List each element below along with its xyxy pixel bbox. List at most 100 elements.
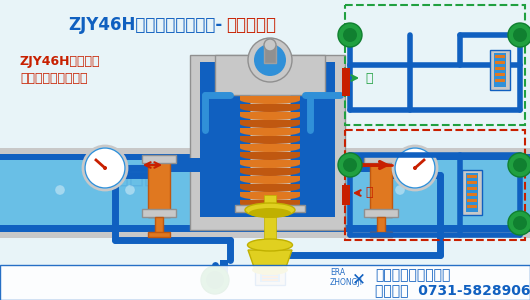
Bar (466, 173, 478, 212)
Ellipse shape (240, 200, 300, 208)
Circle shape (206, 271, 224, 289)
Ellipse shape (240, 176, 300, 184)
Circle shape (513, 28, 527, 42)
Bar (262, 276, 278, 278)
Ellipse shape (240, 136, 300, 144)
Text: ERA
ZHONGJI: ERA ZHONGJI (330, 268, 363, 287)
Bar (190, 55, 345, 230)
Ellipse shape (240, 152, 300, 160)
Circle shape (85, 148, 125, 188)
Bar (240, 120, 300, 124)
Bar (260, 268, 280, 282)
Text: 时代中基: 时代中基 (100, 163, 160, 187)
Bar (220, 260, 228, 282)
Bar (240, 176, 300, 180)
Circle shape (83, 146, 127, 190)
Bar (264, 195, 276, 270)
Bar (0, 148, 530, 238)
Circle shape (513, 216, 527, 230)
Circle shape (343, 28, 357, 42)
Ellipse shape (252, 265, 288, 275)
Text: ZJY46H型减压阀工作原理-: ZJY46H型减压阀工作原理- (68, 16, 222, 34)
Bar (262, 270, 278, 272)
Circle shape (103, 166, 107, 170)
Bar (148, 157, 170, 217)
Text: 时代中基  0731-58289061: 时代中基 0731-58289061 (375, 283, 530, 297)
Bar (467, 187, 477, 190)
Polygon shape (248, 250, 292, 270)
Ellipse shape (240, 160, 300, 168)
Circle shape (343, 158, 357, 172)
Ellipse shape (240, 120, 300, 128)
Bar (264, 45, 276, 63)
Bar (467, 181, 477, 184)
Bar (370, 157, 392, 217)
Ellipse shape (240, 184, 300, 192)
Bar (250, 95, 290, 205)
Circle shape (338, 23, 362, 47)
Bar (467, 175, 477, 178)
Bar (255, 265, 285, 285)
Bar (235, 205, 305, 212)
Circle shape (395, 185, 405, 195)
Bar (0, 160, 530, 225)
Bar (0, 154, 530, 232)
Bar (340, 158, 377, 172)
Ellipse shape (240, 128, 300, 136)
Bar (240, 192, 300, 196)
Text: 双反馈切换: 双反馈切换 (226, 16, 276, 34)
Bar (342, 68, 350, 96)
Bar (467, 199, 477, 202)
Bar (467, 193, 477, 196)
Ellipse shape (240, 112, 300, 120)
Bar (240, 104, 300, 108)
Bar (163, 158, 200, 172)
Bar (240, 184, 300, 188)
Circle shape (413, 166, 417, 170)
Ellipse shape (240, 96, 300, 104)
Text: ✕: ✕ (352, 270, 366, 288)
Ellipse shape (240, 144, 300, 152)
Bar (495, 79, 505, 82)
Ellipse shape (240, 104, 300, 112)
Circle shape (513, 158, 527, 172)
Bar (148, 232, 170, 237)
Ellipse shape (240, 168, 300, 176)
Bar (262, 279, 278, 281)
Bar (240, 136, 300, 140)
Bar (495, 55, 505, 58)
Text: 中压站液压制造有限公司: 中压站液压制造有限公司 (219, 148, 301, 161)
Text: 开: 开 (365, 71, 373, 85)
Bar (240, 152, 300, 156)
Bar (495, 67, 505, 70)
Bar (215, 55, 325, 95)
Bar (345, 130, 525, 240)
Bar (200, 62, 335, 217)
Bar (155, 217, 163, 235)
Circle shape (465, 185, 475, 195)
Text: 采用双反馈控制系统: 采用双反馈控制系统 (20, 72, 87, 85)
Circle shape (125, 185, 135, 195)
Bar (142, 155, 176, 163)
Bar (377, 217, 385, 235)
Bar (364, 209, 398, 217)
Ellipse shape (249, 208, 291, 218)
Text: 自流减压，一阀搞定: 自流减压，一阀搞定 (375, 268, 450, 282)
Bar (342, 185, 350, 205)
Circle shape (508, 211, 530, 235)
Circle shape (248, 38, 292, 82)
Bar (490, 50, 510, 90)
Text: ZJY46H型减压阀: ZJY46H型减压阀 (20, 55, 101, 68)
Bar (240, 96, 300, 100)
Circle shape (315, 185, 325, 195)
Ellipse shape (248, 239, 293, 251)
Bar (370, 232, 392, 237)
Circle shape (55, 185, 65, 195)
Bar (364, 155, 398, 163)
Ellipse shape (240, 192, 300, 200)
Bar (240, 200, 300, 204)
Bar (240, 112, 300, 116)
Bar (0, 265, 530, 300)
Circle shape (508, 23, 530, 47)
Bar (467, 205, 477, 208)
